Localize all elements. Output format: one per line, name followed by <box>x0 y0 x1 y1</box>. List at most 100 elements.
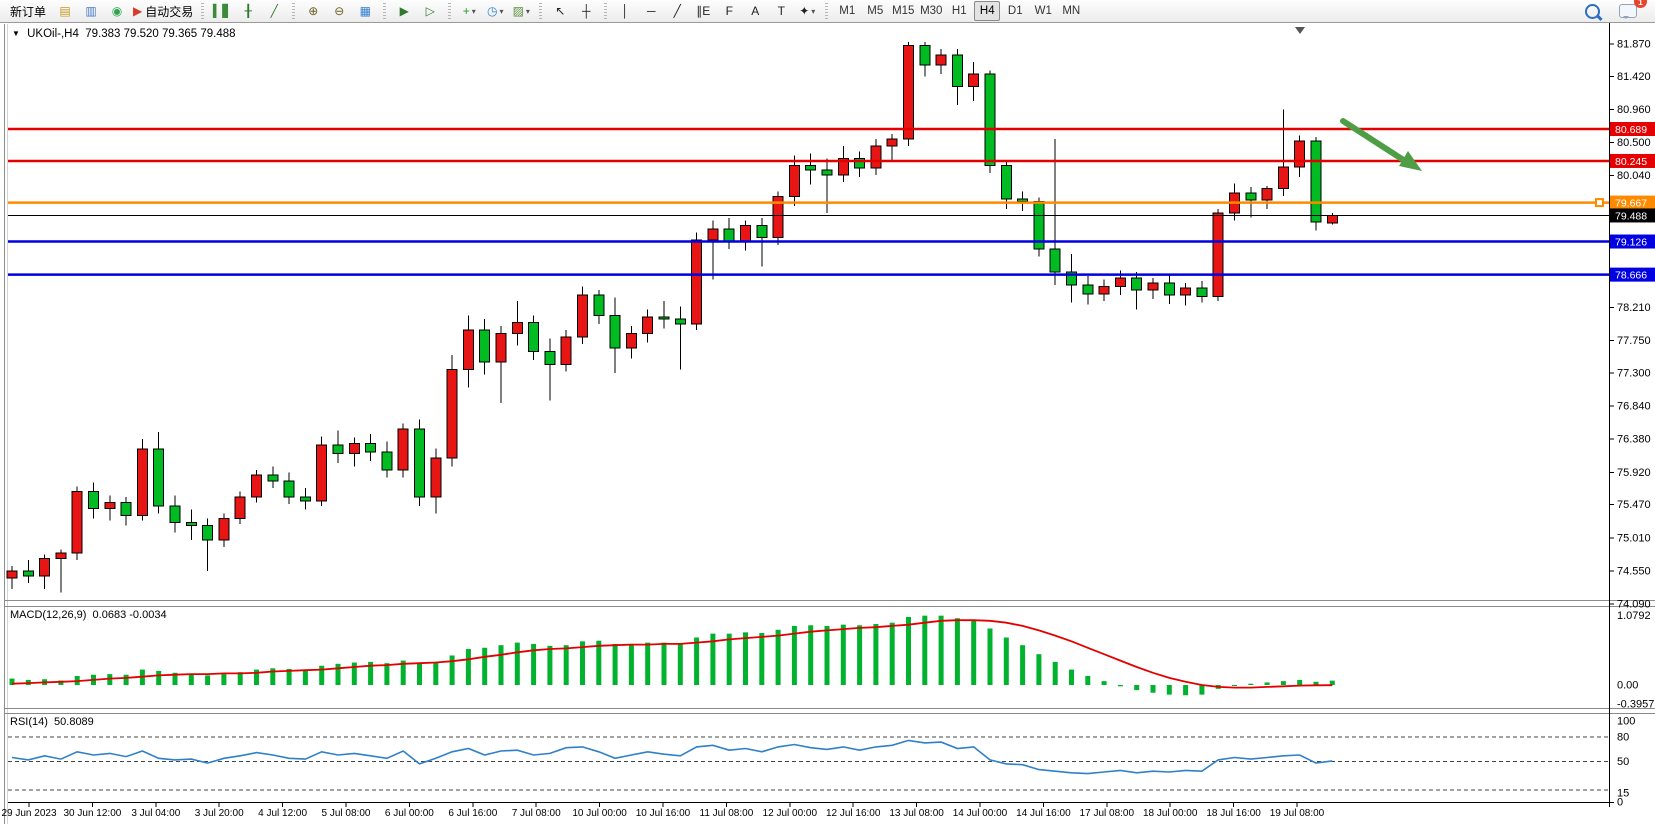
text-icon[interactable]: A <box>742 0 768 22</box>
candle <box>218 513 230 548</box>
candle <box>1147 277 1159 299</box>
cursor-icon[interactable]: ↖ <box>547 0 573 22</box>
notifications-button[interactable]: 1 <box>1615 0 1647 22</box>
symbol-caret-icon[interactable]: ▼ <box>12 29 20 38</box>
vertical-line-icon: │ <box>621 4 630 18</box>
candle <box>593 290 605 325</box>
candle <box>1196 280 1208 303</box>
period-icon[interactable]: ◷ ▾ <box>482 0 508 22</box>
vertical-line-icon[interactable]: │ <box>612 0 638 22</box>
arrow-annotation[interactable] <box>1340 118 1408 164</box>
price-tick-label: 74.090 <box>1617 599 1651 611</box>
toolbar-separator <box>825 3 829 19</box>
macd-histogram-bar <box>433 661 439 685</box>
candle <box>935 49 947 75</box>
fibonacci-icon: F <box>725 4 733 18</box>
search-button[interactable] <box>1579 0 1605 22</box>
rsi-axis-label: 15 <box>1617 787 1629 799</box>
autotrade-button[interactable]: ▶ 自动交易 <box>130 0 196 22</box>
dropdown-caret-icon[interactable]: ▾ <box>471 6 476 16</box>
text-icon: A <box>751 4 760 18</box>
timeframe-w1[interactable]: W1 <box>1034 5 1052 17</box>
macd-histogram-bar <box>971 620 977 685</box>
chart-shift-marker-icon[interactable] <box>1295 27 1305 34</box>
chart-template-icon[interactable]: ▨ ▾ <box>508 0 534 22</box>
candle <box>821 158 833 214</box>
candlestick-chart-icon[interactable]: ╂ <box>235 0 261 22</box>
chart-canvas[interactable]: 81.87081.42080.96080.50080.04079.58079.1… <box>0 23 1655 832</box>
price-tick-label: 80.040 <box>1617 170 1651 182</box>
crosshair-icon[interactable]: ┼ <box>573 0 599 22</box>
trendline-icon[interactable]: ╱ <box>664 0 690 22</box>
candle <box>951 49 963 106</box>
zoom-out-icon[interactable]: ⊖ <box>326 0 352 22</box>
timeframe-d1[interactable]: D1 <box>1007 5 1023 17</box>
arrows-icon[interactable]: ✦ ▾ <box>794 0 820 22</box>
time-tick-label: 3 Jul 20:00 <box>195 808 244 819</box>
chart-shift-icon[interactable]: ▷ <box>417 0 443 22</box>
candle <box>104 495 116 521</box>
dropdown-caret-icon[interactable]: ▾ <box>499 6 504 16</box>
macd-histogram-bar <box>531 643 537 685</box>
price-tick-label: 74.550 <box>1617 565 1651 577</box>
candle <box>691 232 703 330</box>
timeframe-m15[interactable]: M15 <box>892 5 915 17</box>
current-price-label-text: 79.488 <box>1615 210 1647 222</box>
timeframe-m5[interactable]: M5 <box>867 5 884 17</box>
macd-histogram-bar <box>906 616 911 685</box>
bar-chart-icon[interactable]: ▍▋ <box>209 0 235 22</box>
add-indicator-icon[interactable]: + ▾ <box>456 0 482 22</box>
dropdown-caret-icon[interactable]: ▾ <box>525 6 530 16</box>
timeframe-h1[interactable]: H1 <box>951 5 967 17</box>
candle <box>381 441 393 478</box>
arrow-annotation-head[interactable] <box>1399 151 1422 171</box>
macd-histogram-bar <box>1297 679 1303 685</box>
time-tick-label: 14 Jul 00:00 <box>953 808 1008 819</box>
horizontal-line-icon[interactable]: ─ <box>638 0 664 22</box>
timeframe-m30[interactable]: M30 <box>920 5 943 17</box>
candle <box>332 430 344 463</box>
timeframe-m1[interactable]: M1 <box>839 5 856 17</box>
new-order-button-label: 新订单 <box>10 4 47 19</box>
macd-histogram-bar <box>938 615 944 685</box>
equidistant-channel-icon[interactable]: ∥E <box>690 0 716 22</box>
macd-histogram-bar <box>987 628 993 685</box>
price-line-label-text: 79.667 <box>1615 198 1647 210</box>
toolbar-separator <box>604 3 608 19</box>
macd-histogram-bar <box>1069 669 1074 685</box>
candle <box>1277 109 1289 196</box>
ingots-icon[interactable]: ▤ <box>52 0 78 22</box>
candle <box>1310 136 1322 231</box>
candle <box>1033 197 1045 257</box>
rsi-line <box>11 739 1333 775</box>
macd-histogram-bar <box>237 672 243 685</box>
zoom-out-icon: ⊖ <box>334 4 345 18</box>
new-order-button[interactable]: 新订单 <box>4 0 52 22</box>
candle <box>625 326 637 359</box>
timeframe-h4[interactable]: H4 <box>974 1 1001 21</box>
auto-scroll-icon[interactable]: ▶ <box>391 0 417 22</box>
candle <box>658 300 670 329</box>
fibonacci-icon[interactable]: F <box>716 0 742 22</box>
text-label-icon[interactable]: T <box>768 0 794 22</box>
candle <box>854 151 866 178</box>
tile-windows-icon[interactable]: ▦ <box>352 0 378 22</box>
candle <box>560 329 572 372</box>
dropdown-caret-icon[interactable]: ▾ <box>811 6 816 16</box>
candle <box>1098 279 1110 301</box>
current-price-label <box>1610 208 1655 223</box>
toolbar-group: + ▾ ◷ ▾ ▨ ▾ <box>456 0 534 22</box>
line-chart-icon[interactable]: ╱ <box>261 0 287 22</box>
zoom-in-icon[interactable]: ⊕ <box>300 0 326 22</box>
line-drag-handle-icon[interactable] <box>1595 198 1604 208</box>
macd-histogram-bar <box>596 640 602 685</box>
market-watch-icon[interactable]: ▥ <box>78 0 104 22</box>
signals-icon[interactable]: ◉ <box>104 0 130 22</box>
macd-histogram-bar <box>221 674 227 685</box>
rsi-axis-label: 80 <box>1617 732 1629 744</box>
time-tick-label: 10 Jul 00:00 <box>572 808 627 819</box>
macd-histogram-bar <box>954 618 960 685</box>
macd-histogram-bar <box>384 663 390 685</box>
timeframe-mn[interactable]: MN <box>1062 5 1081 17</box>
candle <box>1180 282 1192 306</box>
